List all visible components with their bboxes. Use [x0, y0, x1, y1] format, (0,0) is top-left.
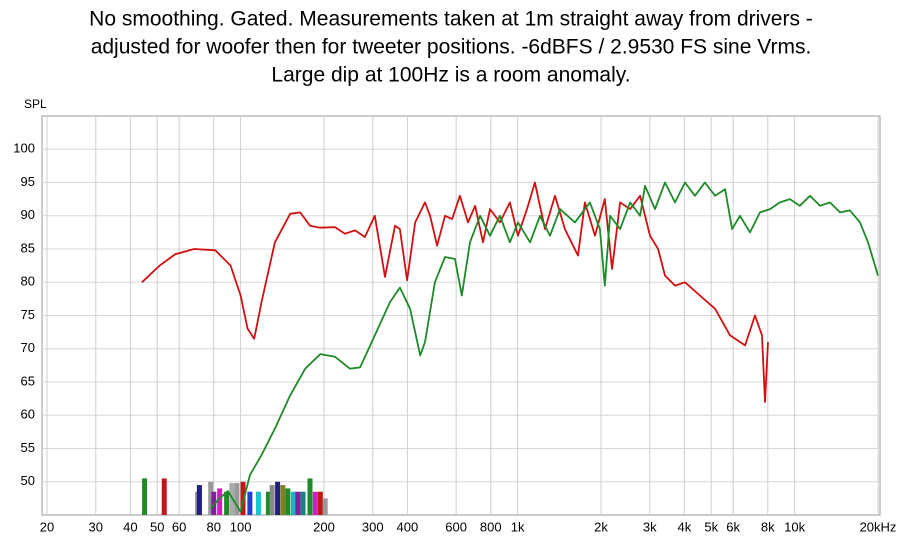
x-tick-label: 300 — [362, 519, 384, 534]
x-tick-label: 60 — [172, 519, 186, 534]
marker-bar — [161, 478, 167, 515]
marker-bar — [285, 488, 291, 515]
x-tick-label: 80 — [207, 519, 221, 534]
x-tick-label: 1k — [511, 519, 525, 534]
y-tick-label: 55 — [21, 440, 35, 455]
marker-bar — [247, 491, 253, 515]
y-tick-label: 60 — [21, 407, 35, 422]
x-tick-label: 4k — [678, 519, 692, 534]
marker-bar — [234, 483, 240, 515]
x-tick-label: 6k — [726, 519, 740, 534]
marker-bar — [300, 491, 306, 515]
marker-bar — [312, 491, 318, 515]
marker-bar — [217, 488, 223, 515]
x-tick-label: 40 — [123, 519, 137, 534]
marker-bar — [322, 498, 328, 515]
marker-bar — [240, 481, 246, 515]
y-tick-label: 70 — [21, 340, 35, 355]
marker-bar — [290, 491, 296, 515]
marker-bar — [255, 491, 261, 515]
marker-bar — [280, 485, 286, 515]
x-tick-label: 10k — [784, 519, 805, 534]
y-tick-label: 75 — [21, 307, 35, 322]
x-tick-label: 8k — [761, 519, 775, 534]
marker-bar — [269, 485, 275, 515]
y-tick-label: 85 — [21, 240, 35, 255]
marker-bar — [196, 485, 202, 515]
y-tick-label: 100 — [13, 141, 35, 156]
marker-bar — [224, 491, 230, 515]
y-tick-label: 50 — [21, 473, 35, 488]
marker-bar — [295, 491, 301, 515]
marker-bar — [211, 491, 217, 515]
chart-title: No smoothing. Gated. Measurements taken … — [89, 8, 813, 31]
x-tick-label: 3k — [643, 519, 657, 534]
x-tick-label: 600 — [445, 519, 467, 534]
y-tick-label: 90 — [21, 207, 35, 222]
chart-title: adjusted for woofer then for tweeter pos… — [91, 36, 812, 59]
y-axis-label: SPL — [24, 97, 47, 111]
marker-bar — [265, 491, 271, 515]
x-tick-label: 200 — [313, 519, 335, 534]
x-tick-label: 30 — [89, 519, 103, 534]
y-tick-label: 95 — [21, 174, 35, 189]
series-line — [141, 181, 769, 403]
x-tick-label: 5k — [704, 519, 718, 534]
marker-bar — [317, 491, 323, 515]
x-tick-label: 20kHz — [860, 519, 897, 534]
marker-bar — [208, 481, 214, 515]
series-line — [210, 181, 879, 513]
x-tick-label: 400 — [397, 519, 419, 534]
x-tick-label: 2k — [594, 519, 608, 534]
y-tick-label: 80 — [21, 274, 35, 289]
chart-title: Large dip at 100Hz is a room anomaly. — [271, 64, 630, 87]
x-tick-label: 100 — [230, 519, 252, 534]
marker-bar — [307, 478, 313, 515]
x-tick-label: 20 — [40, 519, 54, 534]
x-tick-label: 50 — [150, 519, 164, 534]
marker-bar — [142, 478, 148, 515]
x-tick-label: 800 — [480, 519, 502, 534]
y-tick-label: 65 — [21, 373, 35, 388]
marker-bar — [275, 481, 281, 515]
